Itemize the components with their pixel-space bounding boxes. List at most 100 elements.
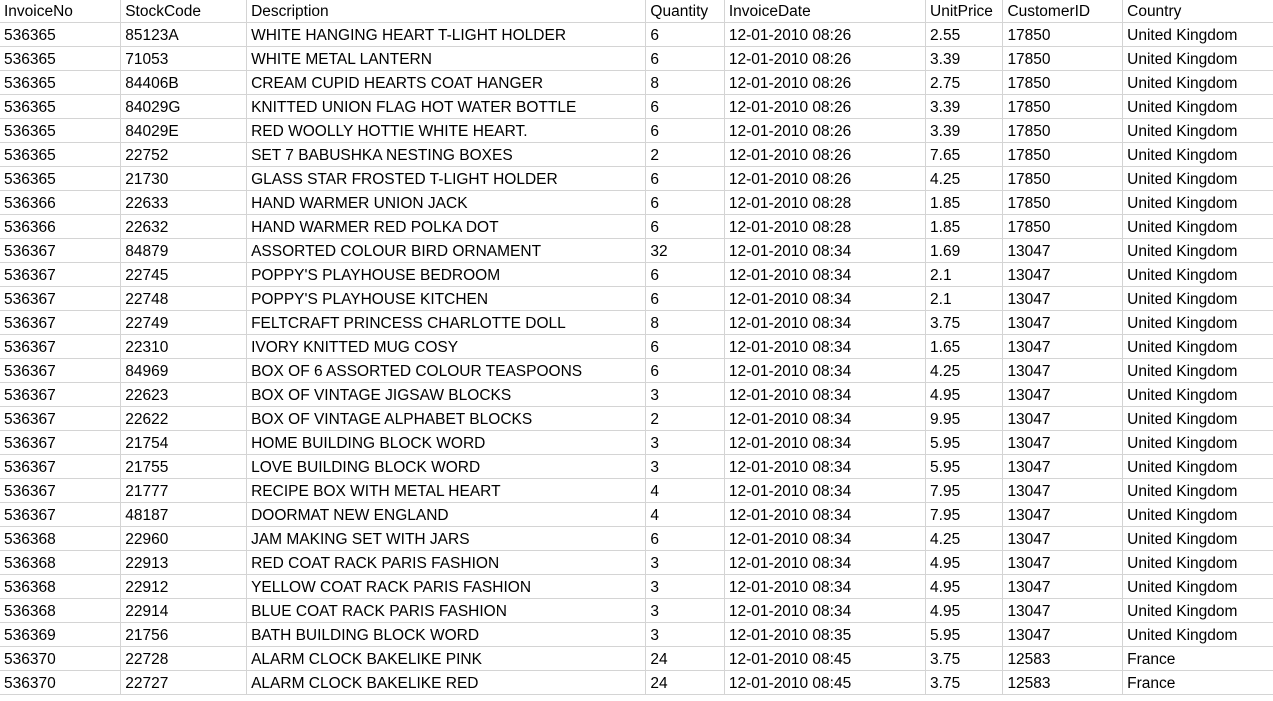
cell-invoice-no[interactable]: 536367	[0, 286, 122, 311]
cell-quantity[interactable]: 3	[645, 574, 725, 599]
cell-stock-code[interactable]: 21730	[120, 166, 248, 191]
cell-quantity[interactable]: 6	[645, 22, 725, 47]
cell-description[interactable]: RED COAT RACK PARIS FASHION	[246, 550, 647, 575]
cell-unit-price[interactable]: 4.95	[925, 574, 1004, 599]
cell-unit-price[interactable]: 3.39	[925, 118, 1004, 143]
cell-quantity[interactable]: 2	[645, 406, 725, 431]
cell-customer-id[interactable]: 13047	[1002, 478, 1124, 503]
cell-unit-price[interactable]: 4.95	[925, 598, 1004, 623]
cell-unit-price[interactable]: 1.69	[925, 238, 1004, 263]
cell-stock-code[interactable]: 22727	[120, 670, 248, 695]
cell-customer-id[interactable]: 17850	[1002, 166, 1124, 191]
cell-customer-id[interactable]: 13047	[1002, 262, 1124, 287]
cell-stock-code[interactable]: 84406B	[120, 70, 248, 95]
cell-quantity[interactable]: 4	[645, 478, 725, 503]
cell-invoice-date[interactable]: 12-01-2010 08:34	[724, 262, 927, 287]
cell-unit-price[interactable]: 2.55	[925, 22, 1004, 47]
cell-stock-code[interactable]: 22913	[120, 550, 248, 575]
cell-quantity[interactable]: 24	[645, 646, 725, 671]
cell-invoice-date[interactable]: 12-01-2010 08:34	[724, 598, 927, 623]
cell-invoice-no[interactable]: 536368	[0, 598, 122, 623]
cell-customer-id[interactable]: 13047	[1002, 454, 1124, 479]
cell-country[interactable]: France	[1122, 646, 1273, 671]
cell-country[interactable]: United Kingdom	[1122, 118, 1273, 143]
cell-description[interactable]: ALARM CLOCK BAKELIKE PINK	[246, 646, 647, 671]
cell-quantity[interactable]: 6	[645, 118, 725, 143]
cell-quantity[interactable]: 6	[645, 262, 725, 287]
cell-invoice-date[interactable]: 12-01-2010 08:34	[724, 478, 927, 503]
cell-invoice-no[interactable]: 536369	[0, 622, 122, 647]
cell-customer-id[interactable]: 17850	[1002, 118, 1124, 143]
cell-country[interactable]: United Kingdom	[1122, 262, 1273, 287]
cell-invoice-no[interactable]: 536367	[0, 406, 122, 431]
cell-invoice-no[interactable]: 536365	[0, 94, 122, 119]
cell-country[interactable]: United Kingdom	[1122, 286, 1273, 311]
cell-customer-id[interactable]: 17850	[1002, 70, 1124, 95]
cell-description[interactable]: RECIPE BOX WITH METAL HEART	[246, 478, 647, 503]
cell-invoice-no[interactable]: 536365	[0, 22, 122, 47]
cell-invoice-date[interactable]: 12-01-2010 08:34	[724, 286, 927, 311]
cell-unit-price[interactable]: 2.75	[925, 70, 1004, 95]
header-cell-quantity[interactable]: Quantity	[645, 0, 725, 23]
cell-quantity[interactable]: 6	[645, 190, 725, 215]
cell-quantity[interactable]: 6	[645, 166, 725, 191]
cell-unit-price[interactable]: 3.39	[925, 46, 1004, 71]
cell-description[interactable]: HAND WARMER UNION JACK	[246, 190, 647, 215]
cell-unit-price[interactable]: 4.25	[925, 358, 1004, 383]
cell-unit-price[interactable]: 4.95	[925, 550, 1004, 575]
cell-unit-price[interactable]: 1.65	[925, 334, 1004, 359]
cell-invoice-date[interactable]: 12-01-2010 08:26	[724, 166, 927, 191]
cell-quantity[interactable]: 6	[645, 286, 725, 311]
cell-quantity[interactable]: 3	[645, 454, 725, 479]
cell-description[interactable]: BOX OF 6 ASSORTED COLOUR TEASPOONS	[246, 358, 647, 383]
cell-country[interactable]: United Kingdom	[1122, 70, 1273, 95]
header-cell-customer-id[interactable]: CustomerID	[1002, 0, 1124, 23]
cell-invoice-date[interactable]: 12-01-2010 08:34	[724, 238, 927, 263]
cell-invoice-date[interactable]: 12-01-2010 08:28	[724, 214, 927, 239]
cell-customer-id[interactable]: 13047	[1002, 310, 1124, 335]
cell-description[interactable]: POPPY'S PLAYHOUSE KITCHEN	[246, 286, 647, 311]
cell-invoice-no[interactable]: 536367	[0, 478, 122, 503]
cell-quantity[interactable]: 2	[645, 142, 725, 167]
cell-country[interactable]: United Kingdom	[1122, 214, 1273, 239]
cell-invoice-no[interactable]: 536367	[0, 382, 122, 407]
cell-invoice-no[interactable]: 536365	[0, 70, 122, 95]
cell-invoice-no[interactable]: 536370	[0, 670, 122, 695]
cell-quantity[interactable]: 6	[645, 214, 725, 239]
cell-country[interactable]: United Kingdom	[1122, 46, 1273, 71]
cell-country[interactable]: United Kingdom	[1122, 502, 1273, 527]
cell-country[interactable]: United Kingdom	[1122, 598, 1273, 623]
cell-customer-id[interactable]: 13047	[1002, 358, 1124, 383]
cell-invoice-no[interactable]: 536367	[0, 310, 122, 335]
cell-invoice-no[interactable]: 536367	[0, 502, 122, 527]
cell-country[interactable]: United Kingdom	[1122, 382, 1273, 407]
cell-invoice-date[interactable]: 12-01-2010 08:34	[724, 430, 927, 455]
cell-stock-code[interactable]: 21777	[120, 478, 248, 503]
cell-description[interactable]: BOX OF VINTAGE JIGSAW BLOCKS	[246, 382, 647, 407]
cell-invoice-no[interactable]: 536366	[0, 190, 122, 215]
cell-stock-code[interactable]: 22633	[120, 190, 248, 215]
cell-customer-id[interactable]: 13047	[1002, 286, 1124, 311]
cell-unit-price[interactable]: 2.1	[925, 262, 1004, 287]
cell-description[interactable]: IVORY KNITTED MUG COSY	[246, 334, 647, 359]
cell-stock-code[interactable]: 21756	[120, 622, 248, 647]
cell-unit-price[interactable]: 3.75	[925, 646, 1004, 671]
cell-stock-code[interactable]: 22914	[120, 598, 248, 623]
cell-quantity[interactable]: 3	[645, 598, 725, 623]
cell-quantity[interactable]: 3	[645, 622, 725, 647]
cell-invoice-date[interactable]: 12-01-2010 08:34	[724, 334, 927, 359]
cell-country[interactable]: United Kingdom	[1122, 430, 1273, 455]
cell-country[interactable]: United Kingdom	[1122, 478, 1273, 503]
cell-customer-id[interactable]: 13047	[1002, 622, 1124, 647]
cell-stock-code[interactable]: 22912	[120, 574, 248, 599]
cell-quantity[interactable]: 6	[645, 94, 725, 119]
cell-customer-id[interactable]: 13047	[1002, 334, 1124, 359]
cell-invoice-no[interactable]: 536367	[0, 358, 122, 383]
cell-unit-price[interactable]: 9.95	[925, 406, 1004, 431]
cell-customer-id[interactable]: 12583	[1002, 670, 1124, 695]
cell-invoice-date[interactable]: 12-01-2010 08:34	[724, 574, 927, 599]
cell-customer-id[interactable]: 13047	[1002, 550, 1124, 575]
cell-customer-id[interactable]: 13047	[1002, 406, 1124, 431]
cell-description[interactable]: BOX OF VINTAGE ALPHABET BLOCKS	[246, 406, 647, 431]
cell-country[interactable]: United Kingdom	[1122, 238, 1273, 263]
